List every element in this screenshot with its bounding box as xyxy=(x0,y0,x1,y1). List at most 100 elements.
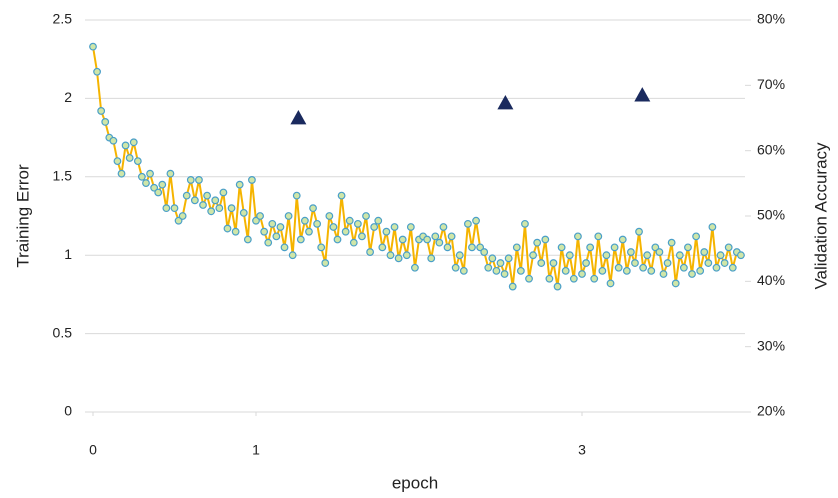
point xyxy=(627,248,635,256)
point xyxy=(195,176,203,184)
point xyxy=(655,248,664,256)
y2-tick-label: 80% xyxy=(757,11,785,27)
point xyxy=(496,259,505,267)
y2-tick-label: 60% xyxy=(757,141,785,157)
point xyxy=(349,238,358,247)
point xyxy=(133,157,142,166)
point xyxy=(137,172,146,181)
point xyxy=(276,223,285,231)
point xyxy=(313,219,322,228)
point xyxy=(382,227,391,236)
marker xyxy=(634,87,651,102)
point xyxy=(541,235,550,244)
marker xyxy=(290,110,307,125)
point xyxy=(235,180,244,189)
point xyxy=(427,254,436,263)
point xyxy=(394,254,403,263)
point xyxy=(525,274,533,283)
marker xyxy=(497,94,514,110)
point xyxy=(610,243,619,252)
point xyxy=(345,216,354,225)
point xyxy=(671,279,680,288)
point xyxy=(305,227,313,236)
point xyxy=(724,243,733,252)
point xyxy=(292,191,301,200)
point xyxy=(93,67,101,76)
point xyxy=(504,254,513,263)
point xyxy=(704,259,713,267)
point xyxy=(635,227,643,236)
point xyxy=(557,243,566,252)
point xyxy=(598,266,607,275)
point xyxy=(464,219,472,228)
point xyxy=(89,42,97,51)
point xyxy=(272,232,281,241)
point xyxy=(162,204,171,213)
point xyxy=(182,191,191,200)
point xyxy=(647,266,656,275)
point xyxy=(696,266,705,275)
point xyxy=(663,259,672,267)
point xyxy=(582,259,590,267)
point xyxy=(113,157,122,166)
point xyxy=(129,138,138,147)
point xyxy=(728,263,737,272)
point xyxy=(374,216,383,225)
y-tick-label: 1 xyxy=(64,246,72,262)
point xyxy=(679,263,688,272)
point xyxy=(618,235,627,244)
point xyxy=(439,223,448,231)
point xyxy=(158,180,167,189)
point xyxy=(97,107,106,115)
point xyxy=(549,259,558,267)
point xyxy=(321,259,330,267)
point xyxy=(468,243,476,252)
y2-tick-label: 40% xyxy=(757,272,785,288)
point xyxy=(248,176,256,184)
point xyxy=(602,251,611,260)
point xyxy=(574,232,582,241)
point xyxy=(203,191,212,200)
point xyxy=(121,141,130,150)
point xyxy=(256,212,264,220)
point xyxy=(659,270,668,278)
point xyxy=(451,263,460,272)
point xyxy=(358,232,366,241)
point xyxy=(101,118,110,126)
y-tick-label: 0.5 xyxy=(53,324,73,340)
point xyxy=(402,251,411,260)
point xyxy=(170,204,179,213)
point xyxy=(333,235,342,244)
point xyxy=(529,251,537,260)
point xyxy=(341,227,350,236)
point xyxy=(215,204,224,213)
point xyxy=(569,274,578,283)
point xyxy=(443,243,452,252)
y2-tick-label: 70% xyxy=(757,76,785,92)
point xyxy=(223,224,232,233)
point xyxy=(199,201,207,209)
y-tick-label: 2 xyxy=(64,89,72,105)
line xyxy=(92,46,742,287)
point xyxy=(431,232,440,241)
point xyxy=(378,243,387,252)
point xyxy=(700,248,709,256)
point xyxy=(280,243,289,252)
point xyxy=(284,212,293,220)
point xyxy=(521,219,529,228)
point xyxy=(231,227,240,236)
y2-axis-title: Validation Accuracy xyxy=(811,142,830,290)
x-tick-label: 1 xyxy=(252,442,260,458)
point xyxy=(586,243,595,252)
point xyxy=(712,263,721,272)
x-axis-title: epoch xyxy=(392,473,438,492)
point xyxy=(301,216,309,225)
point xyxy=(353,219,362,228)
point xyxy=(737,251,745,260)
point xyxy=(411,263,419,272)
point xyxy=(325,212,334,220)
point xyxy=(639,263,648,272)
point xyxy=(366,248,375,256)
point xyxy=(692,232,700,241)
